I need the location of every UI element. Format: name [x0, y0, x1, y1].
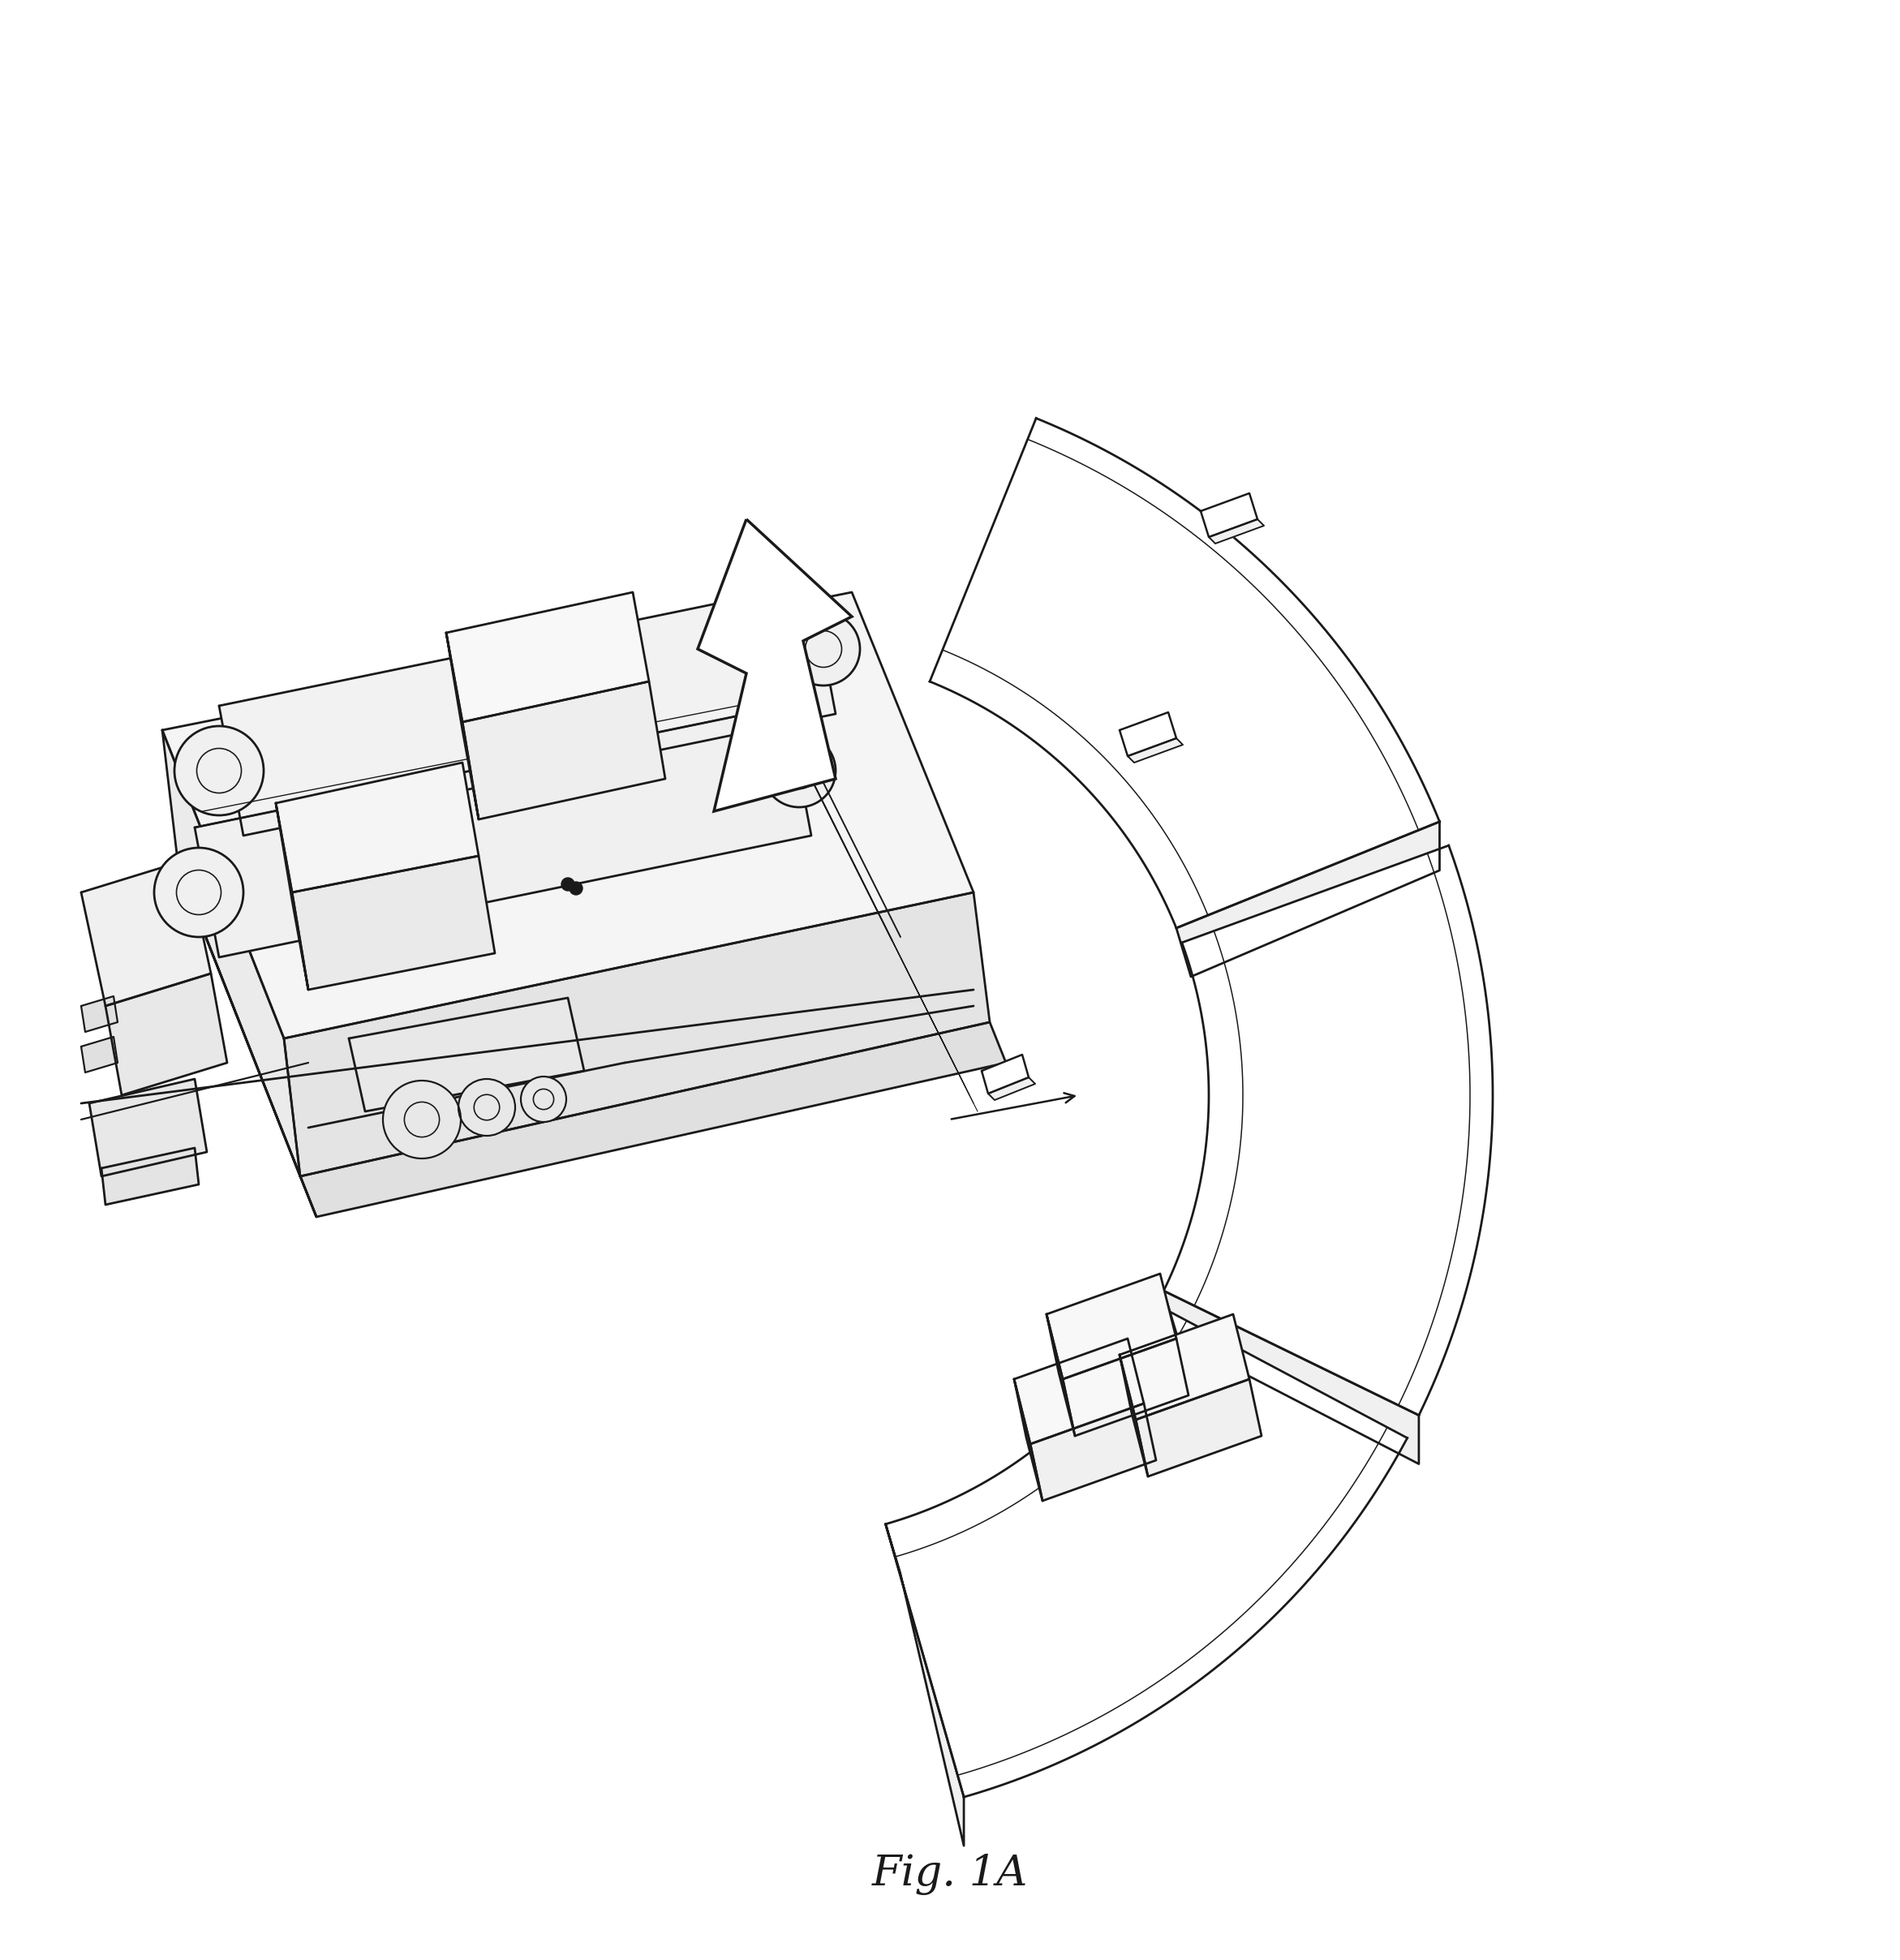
- Polygon shape: [446, 633, 479, 819]
- Polygon shape: [1015, 1380, 1043, 1501]
- Circle shape: [762, 735, 836, 808]
- Polygon shape: [82, 996, 118, 1031]
- Circle shape: [787, 612, 861, 686]
- Polygon shape: [929, 417, 1440, 927]
- Polygon shape: [1047, 1315, 1075, 1437]
- Polygon shape: [194, 706, 811, 956]
- Polygon shape: [350, 998, 583, 1111]
- Text: Fig. 1A: Fig. 1A: [872, 1854, 1028, 1895]
- Polygon shape: [1201, 494, 1258, 537]
- Polygon shape: [988, 1078, 1036, 1100]
- Polygon shape: [82, 860, 211, 1005]
- Polygon shape: [1119, 1315, 1250, 1419]
- Polygon shape: [1015, 1339, 1144, 1445]
- Polygon shape: [1062, 1339, 1189, 1437]
- Circle shape: [175, 725, 264, 815]
- Polygon shape: [300, 1023, 1005, 1217]
- Circle shape: [560, 878, 574, 890]
- Polygon shape: [1136, 1380, 1262, 1476]
- Polygon shape: [276, 804, 308, 990]
- Polygon shape: [82, 1037, 118, 1072]
- Polygon shape: [982, 1054, 1028, 1094]
- Polygon shape: [283, 892, 990, 1176]
- Polygon shape: [179, 868, 317, 1217]
- Polygon shape: [1176, 821, 1440, 976]
- Polygon shape: [446, 592, 650, 721]
- Polygon shape: [697, 519, 851, 811]
- Polygon shape: [1119, 711, 1176, 757]
- Polygon shape: [101, 1149, 199, 1205]
- Circle shape: [521, 1076, 566, 1121]
- Polygon shape: [218, 584, 836, 835]
- Polygon shape: [885, 1305, 1408, 1797]
- Polygon shape: [1163, 845, 1493, 1415]
- Polygon shape: [1163, 1292, 1419, 1464]
- Polygon shape: [462, 682, 665, 819]
- Polygon shape: [1119, 1354, 1148, 1476]
- Circle shape: [154, 849, 243, 937]
- Circle shape: [384, 1080, 462, 1158]
- Polygon shape: [162, 731, 300, 1176]
- Circle shape: [570, 882, 583, 896]
- Polygon shape: [1208, 519, 1264, 543]
- Polygon shape: [276, 762, 479, 892]
- Polygon shape: [293, 857, 494, 990]
- Polygon shape: [1047, 1274, 1176, 1380]
- Polygon shape: [162, 592, 973, 1039]
- Polygon shape: [885, 1525, 963, 1846]
- Polygon shape: [1129, 739, 1184, 762]
- Circle shape: [458, 1078, 515, 1135]
- Polygon shape: [89, 1078, 207, 1176]
- Polygon shape: [106, 974, 228, 1096]
- Polygon shape: [1030, 1403, 1155, 1501]
